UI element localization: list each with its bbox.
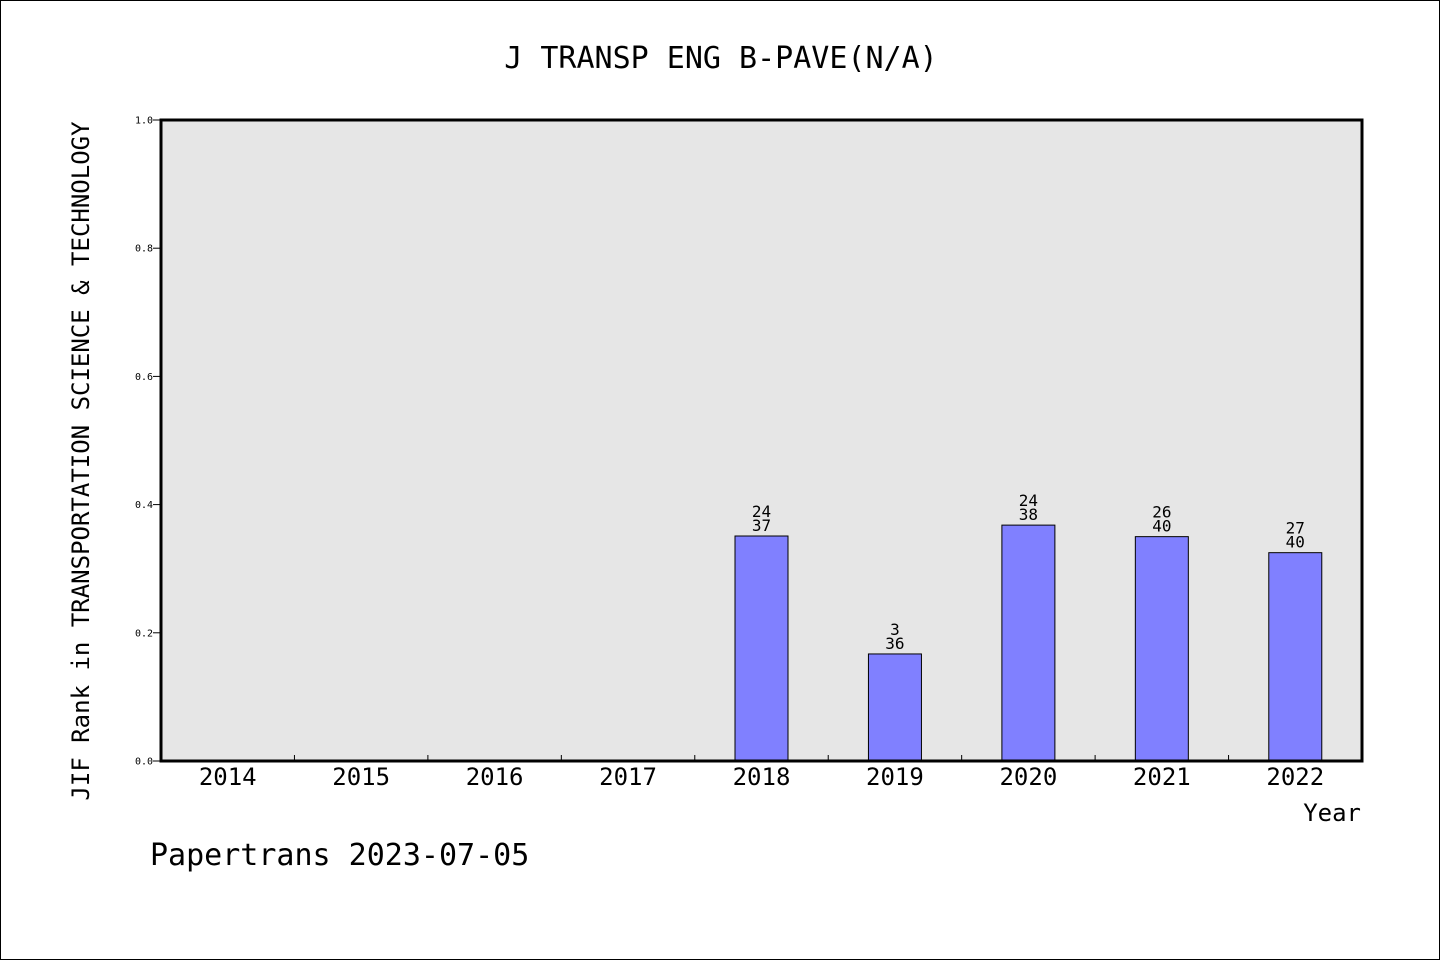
y-tick-label: 0.4 (135, 500, 153, 511)
bar-total-label: 40 (1286, 533, 1305, 552)
y-tick-label: 0.8 (135, 244, 153, 255)
x-tick-label: 2018 (733, 763, 791, 791)
bar-total-label: 37 (752, 516, 771, 535)
bar-rank-label: 24 (752, 502, 771, 521)
x-tick-label: 2014 (199, 763, 257, 791)
x-tick-label: 2016 (466, 763, 524, 791)
x-axis-label: Year (1303, 799, 1361, 827)
bar-total-label: 38 (1019, 505, 1038, 524)
y-tick-label: 1.0 (135, 116, 153, 127)
footer-credit: Papertrans 2023-07-05 (150, 838, 529, 873)
x-tick-label: 2022 (1266, 763, 1324, 791)
x-axis-ticks: 2014 2015 2016 2017 2018 2019 2020 2021 2022 (199, 755, 1324, 791)
bar (867, 653, 922, 762)
bar (1134, 536, 1189, 762)
y-tick-label: 0.2 (135, 628, 153, 639)
y-axis-label: JIF Rank in TRANSPORTATION SCIENCE & TEC… (67, 121, 95, 801)
y-axis-ticks: 0.0 0.2 0.4 0.6 0.8 1.0 (135, 116, 161, 768)
x-tick-label: 2021 (1133, 763, 1191, 791)
bar-rank-label: 26 (1152, 503, 1171, 522)
x-tick-label: 2017 (599, 763, 657, 791)
bar (1001, 524, 1056, 762)
x-tick-label: 2020 (999, 763, 1057, 791)
bar-rank-label: 3 (890, 620, 900, 639)
x-tick-label: 2019 (866, 763, 924, 791)
bar (734, 535, 789, 762)
bar-total-label: 36 (885, 634, 904, 653)
plot-border (159, 118, 1364, 763)
chart-title: J TRANSP ENG B-PAVE(N/A) (504, 41, 937, 76)
y-tick-label: 0.0 (135, 757, 153, 768)
bar-rank-label: 24 (1019, 491, 1038, 510)
bar (1268, 552, 1323, 762)
bar-rank-label: 27 (1286, 519, 1305, 538)
x-tick-label: 2015 (332, 763, 390, 791)
y-tick-label: 0.6 (135, 372, 153, 383)
bars (734, 524, 1323, 762)
bar-total-label: 40 (1152, 517, 1171, 536)
